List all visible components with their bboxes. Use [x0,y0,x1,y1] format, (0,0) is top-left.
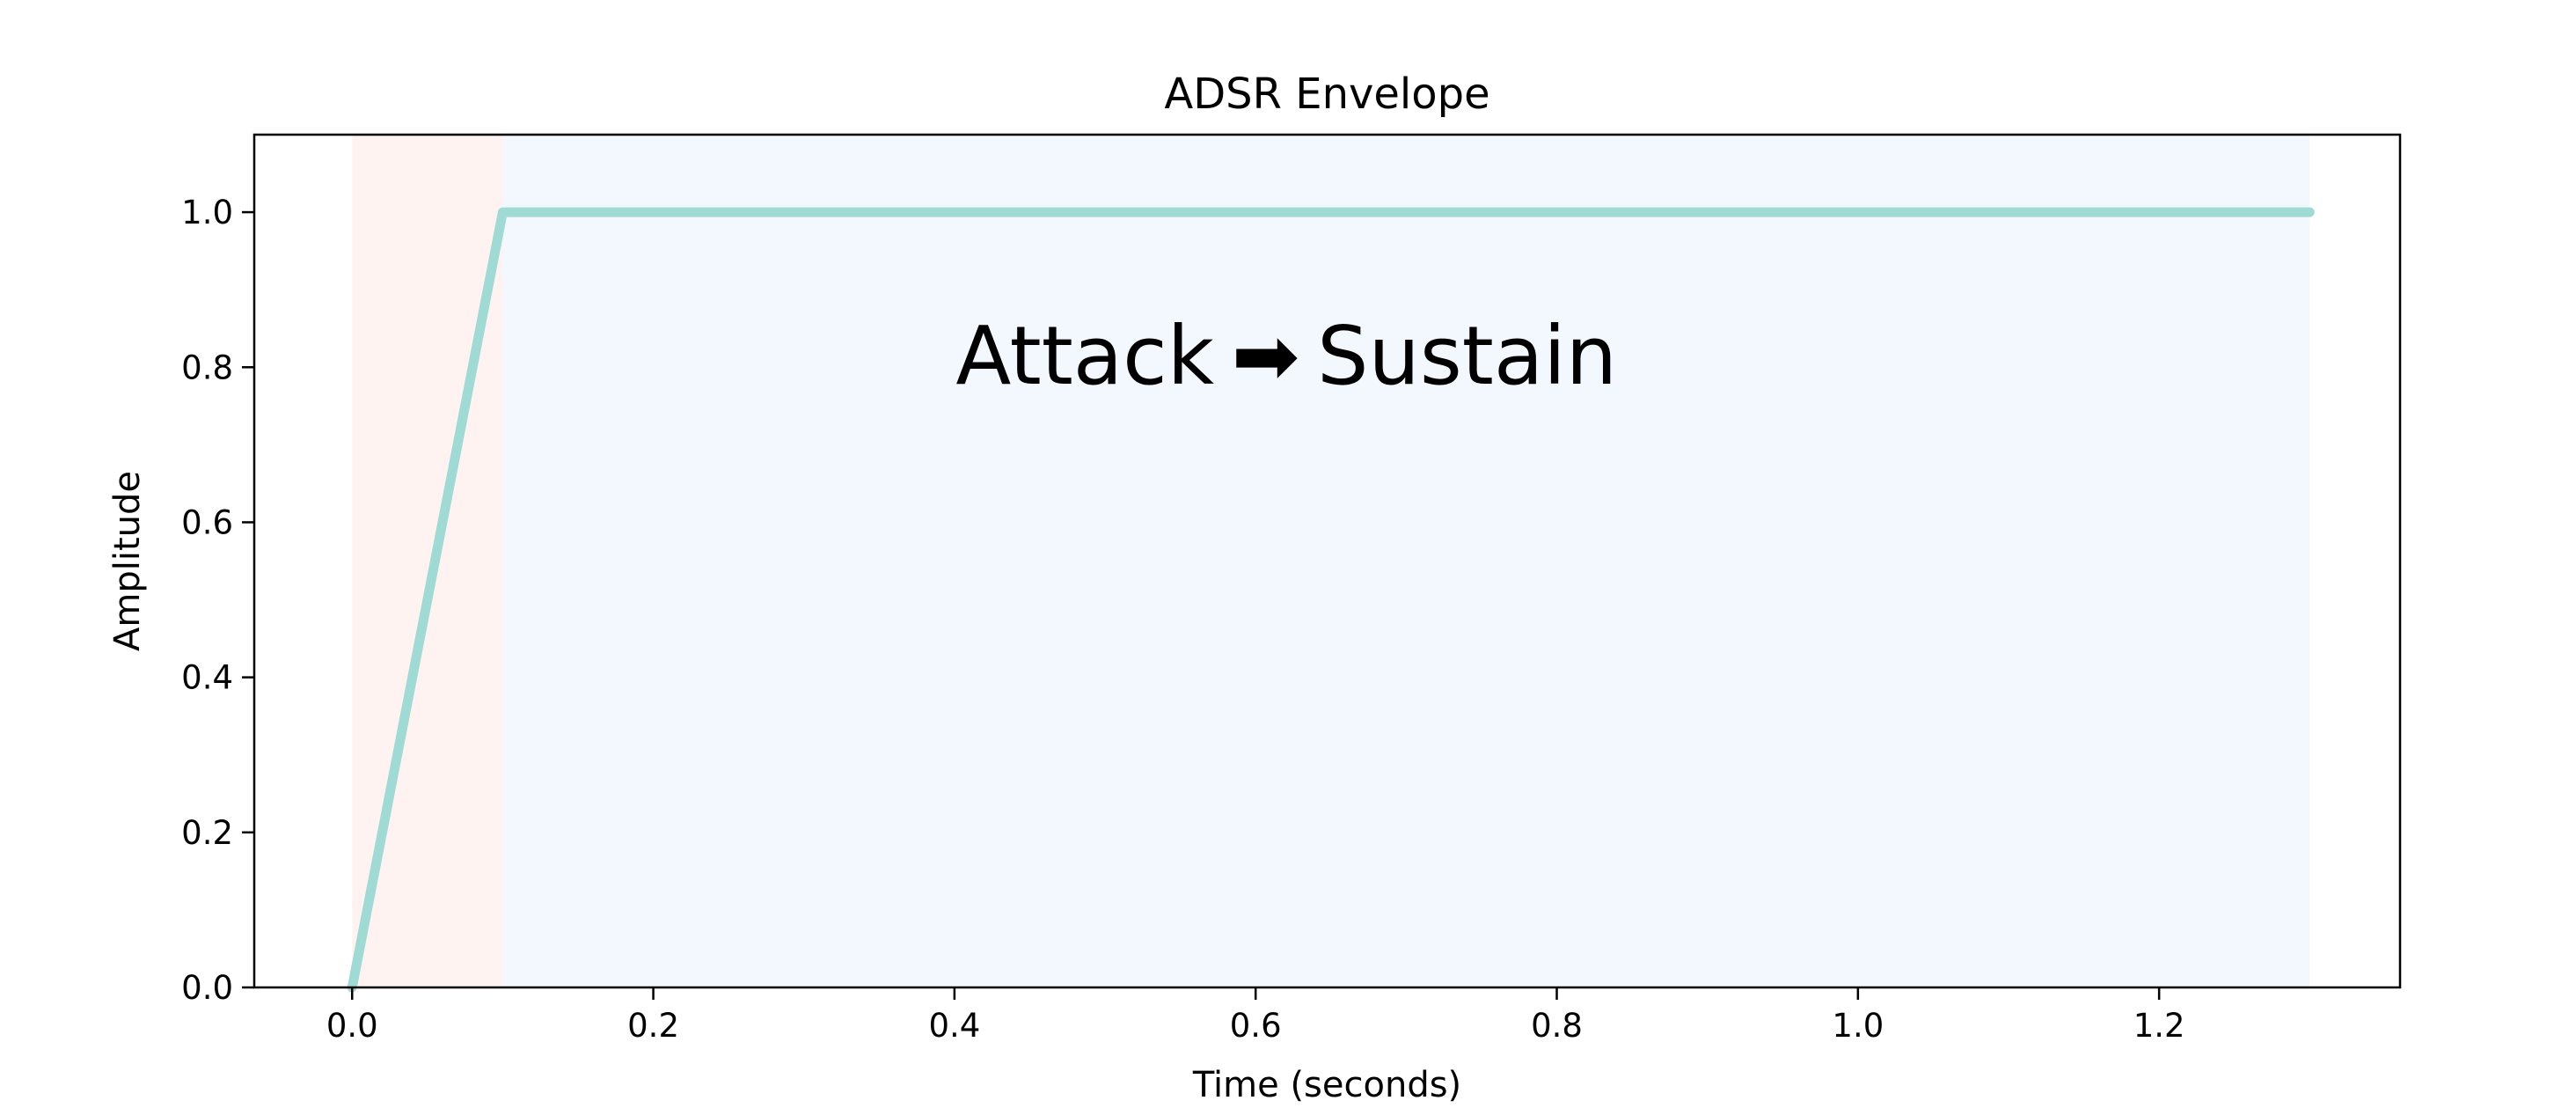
envelope-series [347,207,2315,993]
x-tick-label: 0.4 [928,1007,980,1045]
annotation-attack-text: Attack [955,309,1214,403]
y-tick-label: 0.6 [181,503,233,541]
x-tick-label: 1.0 [1832,1007,1884,1045]
y-tick-label: 0.4 [181,659,233,697]
x-tick-label: 1.2 [2133,1007,2185,1045]
region-sustain [502,135,2310,987]
plot-frame [252,133,2402,989]
y-tick-label: 0.0 [181,969,233,1007]
x-axis-title: Time (seconds) [1192,1065,1461,1105]
series-line-0 [347,207,2315,993]
annotation-attack-sustain: Attack ➡ Sustain [955,309,1617,403]
x-tick-label: 0.8 [1531,1007,1583,1045]
y-tick-label: 1.0 [181,194,233,231]
y-axis-title: Amplitude [107,471,148,651]
x-tick-label: 0.6 [1230,1007,1282,1045]
annotation-sustain-text: Sustain [1317,309,1617,403]
y-tick-label: 0.2 [181,814,233,852]
x-tick-label: 0.0 [326,1007,378,1045]
phase-regions [352,135,2310,987]
y-tick-label: 0.8 [181,349,233,386]
y-axis-ticks: 0.0 0.2 0.4 0.6 0.8 1.0 [181,194,254,1007]
x-tick-label: 0.2 [627,1007,679,1045]
annotation-arrow-icon: ➡ [1232,309,1299,403]
chart-title: ADSR Envelope [1164,70,1489,119]
x-axis-ticks: 0.0 0.2 0.4 0.6 0.8 1.0 1.2 [326,987,2185,1045]
